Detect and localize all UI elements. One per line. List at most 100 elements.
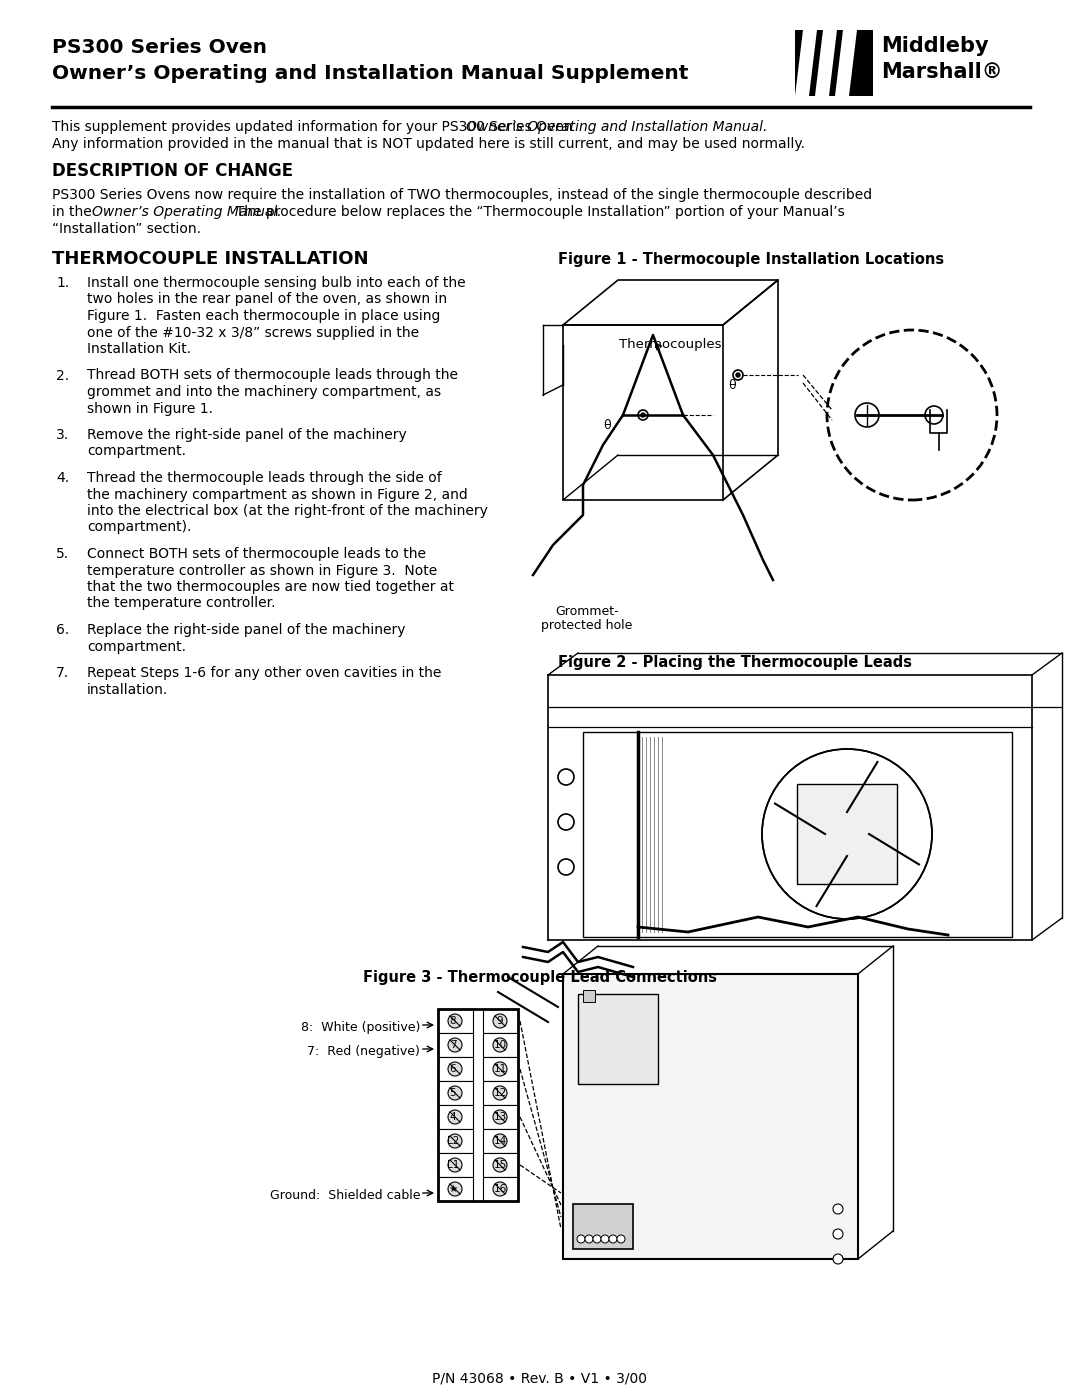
Circle shape xyxy=(448,1182,462,1196)
Circle shape xyxy=(448,1062,462,1076)
Bar xyxy=(438,1081,473,1105)
Text: Marshall®: Marshall® xyxy=(881,61,1002,82)
Text: This supplement provides updated information for your PS300 Series Oven: This supplement provides updated informa… xyxy=(52,120,577,134)
Text: compartment.: compartment. xyxy=(87,444,186,458)
Text: grommet and into the machinery compartment, as: grommet and into the machinery compartme… xyxy=(87,386,441,400)
Text: Replace the right-side panel of the machinery: Replace the right-side panel of the mach… xyxy=(87,623,405,637)
Bar xyxy=(438,1153,473,1178)
Text: into the electrical box (at the right-front of the machinery: into the electrical box (at the right-fr… xyxy=(87,504,488,518)
Text: Any information provided in the manual that is NOT updated here is still current: Any information provided in the manual t… xyxy=(52,137,805,151)
Text: the machinery compartment as shown in Figure 2, and: the machinery compartment as shown in Fi… xyxy=(87,488,468,502)
Text: Figure 1 - Thermocouple Installation Locations: Figure 1 - Thermocouple Installation Loc… xyxy=(558,251,944,267)
Circle shape xyxy=(492,1134,507,1148)
Bar xyxy=(583,732,1012,937)
Bar xyxy=(483,1032,518,1058)
Text: L2: L2 xyxy=(447,1136,459,1146)
Text: in the: in the xyxy=(52,205,96,219)
Bar xyxy=(483,1058,518,1081)
Circle shape xyxy=(492,1158,507,1172)
Circle shape xyxy=(600,1235,609,1243)
Text: 4.: 4. xyxy=(56,471,69,485)
Circle shape xyxy=(585,1235,593,1243)
Bar xyxy=(438,1058,473,1081)
Bar xyxy=(795,29,873,96)
Text: compartment.: compartment. xyxy=(87,640,186,654)
Text: 4: 4 xyxy=(449,1112,457,1122)
Text: THERMOCOUPLE INSTALLATION: THERMOCOUPLE INSTALLATION xyxy=(52,250,368,268)
Polygon shape xyxy=(815,29,837,96)
Circle shape xyxy=(735,373,740,377)
Circle shape xyxy=(448,1014,462,1028)
Text: installation.: installation. xyxy=(87,683,168,697)
Circle shape xyxy=(492,1014,507,1028)
Text: Remove the right-side panel of the machinery: Remove the right-side panel of the machi… xyxy=(87,427,407,441)
Text: Figure 1.  Fasten each thermocouple in place using: Figure 1. Fasten each thermocouple in pl… xyxy=(87,309,441,323)
Text: compartment).: compartment). xyxy=(87,521,191,535)
Bar xyxy=(438,1129,473,1153)
Text: L1: L1 xyxy=(447,1160,459,1171)
Bar xyxy=(438,1032,473,1058)
Text: 14: 14 xyxy=(494,1136,507,1146)
Bar xyxy=(438,1009,473,1032)
Bar xyxy=(483,1129,518,1153)
Text: shown in Figure 1.: shown in Figure 1. xyxy=(87,401,213,415)
Text: Ground:  Shielded cable: Ground: Shielded cable xyxy=(270,1189,420,1201)
Text: 8: 8 xyxy=(449,1016,457,1025)
Text: Grommet-: Grommet- xyxy=(555,605,619,617)
Circle shape xyxy=(924,407,943,425)
Text: ★: ★ xyxy=(448,1185,458,1194)
Polygon shape xyxy=(795,29,816,96)
Bar xyxy=(438,1009,518,1201)
Text: “Installation” section.: “Installation” section. xyxy=(52,222,201,236)
Text: Middleby: Middleby xyxy=(881,36,988,56)
Text: θ: θ xyxy=(728,379,735,393)
Bar xyxy=(483,1081,518,1105)
Text: 13: 13 xyxy=(494,1112,507,1122)
Bar xyxy=(797,784,897,884)
Text: 12: 12 xyxy=(494,1088,507,1098)
Text: Owner’s Operating and Installation Manual Supplement: Owner’s Operating and Installation Manua… xyxy=(52,64,688,82)
Text: 9: 9 xyxy=(497,1016,503,1025)
Circle shape xyxy=(448,1158,462,1172)
Bar xyxy=(438,1178,473,1201)
Text: 6.: 6. xyxy=(56,623,69,637)
Circle shape xyxy=(617,1235,625,1243)
Circle shape xyxy=(492,1085,507,1099)
Text: θ: θ xyxy=(603,419,610,432)
Circle shape xyxy=(448,1038,462,1052)
Circle shape xyxy=(825,812,869,856)
Circle shape xyxy=(577,1235,585,1243)
Text: 6: 6 xyxy=(449,1065,457,1074)
Text: 11: 11 xyxy=(494,1065,507,1074)
Text: temperature controller as shown in Figure 3.  Note: temperature controller as shown in Figur… xyxy=(87,563,437,577)
Text: 15: 15 xyxy=(494,1160,507,1171)
Text: Repeat Steps 1-6 for any other oven cavities in the: Repeat Steps 1-6 for any other oven cavi… xyxy=(87,666,442,680)
Bar xyxy=(483,1009,518,1032)
Bar xyxy=(573,1204,633,1249)
Text: 7.: 7. xyxy=(56,666,69,680)
Circle shape xyxy=(762,749,932,919)
Circle shape xyxy=(448,1134,462,1148)
Text: PS300 Series Oven: PS300 Series Oven xyxy=(52,38,267,57)
Text: two holes in the rear panel of the oven, as shown in: two holes in the rear panel of the oven,… xyxy=(87,292,447,306)
Circle shape xyxy=(855,402,879,427)
Circle shape xyxy=(492,1062,507,1076)
Circle shape xyxy=(492,1038,507,1052)
Polygon shape xyxy=(835,29,858,96)
Text: the temperature controller.: the temperature controller. xyxy=(87,597,275,610)
Circle shape xyxy=(593,1235,600,1243)
Bar xyxy=(578,995,658,1084)
Text: 2.: 2. xyxy=(56,369,69,383)
Circle shape xyxy=(448,1111,462,1125)
Text: 8:  White (positive): 8: White (positive) xyxy=(300,1021,420,1034)
Text: 1.: 1. xyxy=(56,277,69,291)
Text: PS300 Series Ovens now require the installation of TWO thermocouples, instead of: PS300 Series Ovens now require the insta… xyxy=(52,189,873,203)
Text: 5: 5 xyxy=(449,1088,457,1098)
Bar xyxy=(438,1105,473,1129)
Circle shape xyxy=(833,1229,843,1239)
Text: 7:  Red (negative): 7: Red (negative) xyxy=(307,1045,420,1058)
Text: Owner’s Operating Manual.: Owner’s Operating Manual. xyxy=(92,205,282,219)
Bar xyxy=(563,974,858,1259)
Text: Figure 2 - Placing the Thermocouple Leads: Figure 2 - Placing the Thermocouple Lead… xyxy=(558,655,912,671)
Text: 7: 7 xyxy=(449,1039,457,1051)
